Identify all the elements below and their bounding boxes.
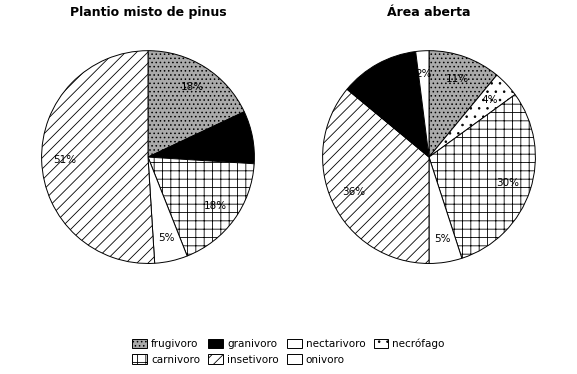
Wedge shape: [347, 52, 429, 157]
Text: 4%: 4%: [481, 95, 498, 105]
Wedge shape: [429, 51, 497, 157]
Wedge shape: [148, 112, 254, 164]
Text: 2%: 2%: [415, 69, 432, 79]
Text: 36%: 36%: [342, 187, 365, 197]
Text: 30%: 30%: [496, 178, 519, 188]
Wedge shape: [415, 51, 429, 157]
Text: 51%: 51%: [54, 155, 77, 165]
Wedge shape: [148, 157, 254, 256]
Wedge shape: [148, 51, 244, 157]
Title: Área aberta: Área aberta: [387, 6, 471, 19]
Wedge shape: [42, 51, 155, 263]
Wedge shape: [429, 75, 515, 157]
Wedge shape: [429, 95, 535, 258]
Text: 5%: 5%: [158, 233, 174, 243]
Title: Plantio misto de pinus: Plantio misto de pinus: [70, 6, 226, 19]
Wedge shape: [148, 157, 187, 263]
Text: 11%: 11%: [445, 74, 469, 84]
Wedge shape: [323, 89, 429, 263]
Wedge shape: [429, 157, 462, 263]
Text: 18%: 18%: [181, 82, 204, 92]
Text: 5%: 5%: [434, 234, 450, 244]
Text: 12%: 12%: [377, 79, 400, 89]
Text: 18%: 18%: [204, 201, 227, 211]
Text: 8%: 8%: [221, 137, 238, 147]
Legend: frugivoro, carnivoro, granivoro, insetivoro, nectarivoro, onivoro, necrófago: frugivoro, carnivoro, granivoro, insetiv…: [128, 334, 449, 369]
